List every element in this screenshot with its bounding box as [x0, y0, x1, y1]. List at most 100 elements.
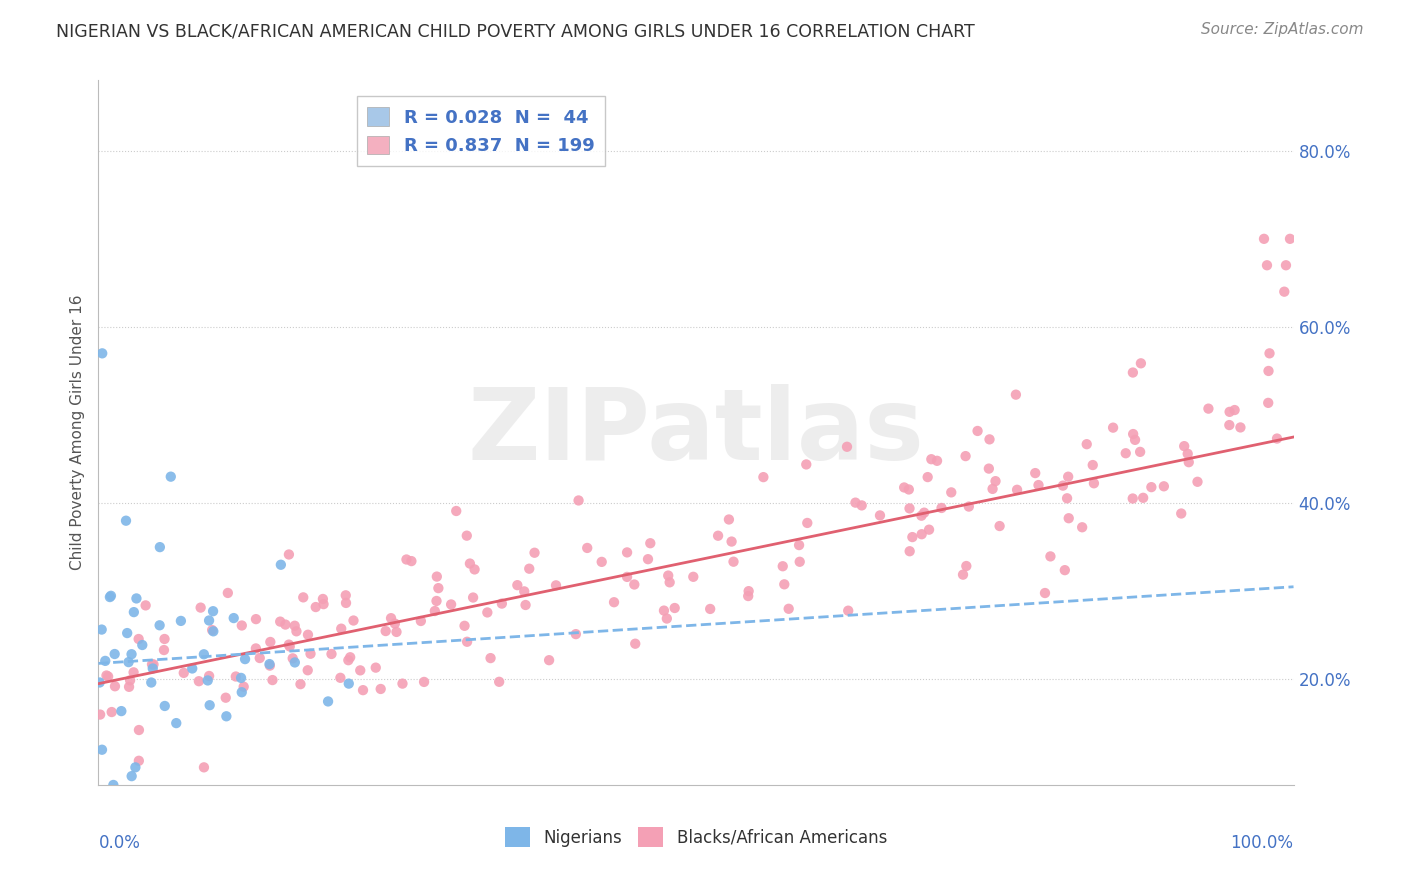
Point — [409, 614, 432, 628]
Point — [1028, 478, 1050, 492]
Point — [912, 506, 935, 520]
Point — [591, 555, 613, 569]
Point — [898, 544, 921, 558]
Point — [461, 591, 484, 605]
Point — [141, 657, 163, 672]
Point — [1024, 466, 1046, 480]
Point — [1052, 478, 1074, 492]
Point — [796, 516, 818, 530]
Point — [198, 614, 221, 628]
Text: 100.0%: 100.0% — [1230, 834, 1294, 852]
Point — [321, 647, 343, 661]
Point — [835, 440, 858, 454]
Point — [259, 658, 281, 673]
Point — [380, 611, 402, 625]
Point — [125, 591, 148, 606]
Point — [456, 529, 478, 543]
Point — [312, 591, 335, 606]
Point — [337, 676, 360, 690]
Point — [115, 514, 138, 528]
Point — [122, 665, 145, 680]
Point — [277, 548, 299, 562]
Point — [568, 493, 591, 508]
Point — [165, 716, 187, 731]
Point — [262, 673, 284, 687]
Point — [1218, 418, 1240, 433]
Point — [153, 698, 176, 713]
Point — [233, 652, 256, 666]
Point — [1076, 437, 1098, 451]
Point — [515, 598, 537, 612]
Point — [121, 647, 143, 661]
Point — [1229, 420, 1251, 434]
Point — [837, 604, 859, 618]
Point — [181, 661, 204, 675]
Point — [170, 614, 193, 628]
Point — [352, 683, 374, 698]
Point — [312, 597, 335, 611]
Point — [458, 557, 481, 571]
Point — [624, 637, 647, 651]
Point — [699, 602, 721, 616]
Point — [1257, 364, 1279, 378]
Point — [1039, 549, 1062, 564]
Point — [901, 530, 924, 544]
Point — [94, 654, 117, 668]
Point — [1102, 420, 1125, 434]
Point — [1177, 447, 1199, 461]
Point — [910, 508, 932, 523]
Point — [513, 584, 536, 599]
Point — [202, 624, 225, 639]
Point — [284, 656, 307, 670]
Point — [955, 449, 977, 463]
Point — [917, 470, 939, 484]
Point — [149, 618, 172, 632]
Point — [1129, 356, 1152, 370]
Point — [623, 577, 645, 591]
Point — [544, 578, 567, 592]
Point — [616, 545, 638, 559]
Point — [128, 723, 150, 737]
Y-axis label: Child Poverty Among Girls Under 16: Child Poverty Among Girls Under 16 — [69, 295, 84, 570]
Point — [330, 622, 353, 636]
Point — [229, 671, 252, 685]
Point — [723, 555, 745, 569]
Point — [128, 754, 150, 768]
Point — [1272, 285, 1295, 299]
Point — [1153, 479, 1175, 493]
Point — [117, 655, 139, 669]
Point — [193, 760, 215, 774]
Point — [217, 586, 239, 600]
Point — [652, 604, 675, 618]
Point — [491, 597, 513, 611]
Point — [707, 529, 730, 543]
Point — [100, 705, 122, 719]
Point — [277, 638, 299, 652]
Point — [215, 709, 238, 723]
Text: NIGERIAN VS BLACK/AFRICAN AMERICAN CHILD POVERTY AMONG GIRLS UNDER 16 CORRELATIO: NIGERIAN VS BLACK/AFRICAN AMERICAN CHILD… — [56, 22, 974, 40]
Point — [292, 591, 315, 605]
Point — [966, 424, 988, 438]
Point — [153, 632, 176, 646]
Point — [374, 624, 396, 638]
Point — [364, 660, 387, 674]
Point — [115, 626, 138, 640]
Point — [773, 577, 796, 591]
Point — [259, 635, 281, 649]
Point — [1132, 491, 1154, 505]
Point — [1177, 455, 1199, 469]
Point — [222, 611, 245, 625]
Point — [231, 685, 253, 699]
Point — [215, 690, 238, 705]
Point — [1115, 446, 1137, 460]
Point — [1057, 469, 1080, 483]
Point — [477, 606, 499, 620]
Point — [104, 647, 127, 661]
Point — [787, 538, 810, 552]
Point — [299, 647, 322, 661]
Point — [305, 600, 328, 615]
Point — [794, 458, 817, 472]
Point — [232, 680, 254, 694]
Point — [1123, 433, 1146, 447]
Point — [737, 584, 759, 599]
